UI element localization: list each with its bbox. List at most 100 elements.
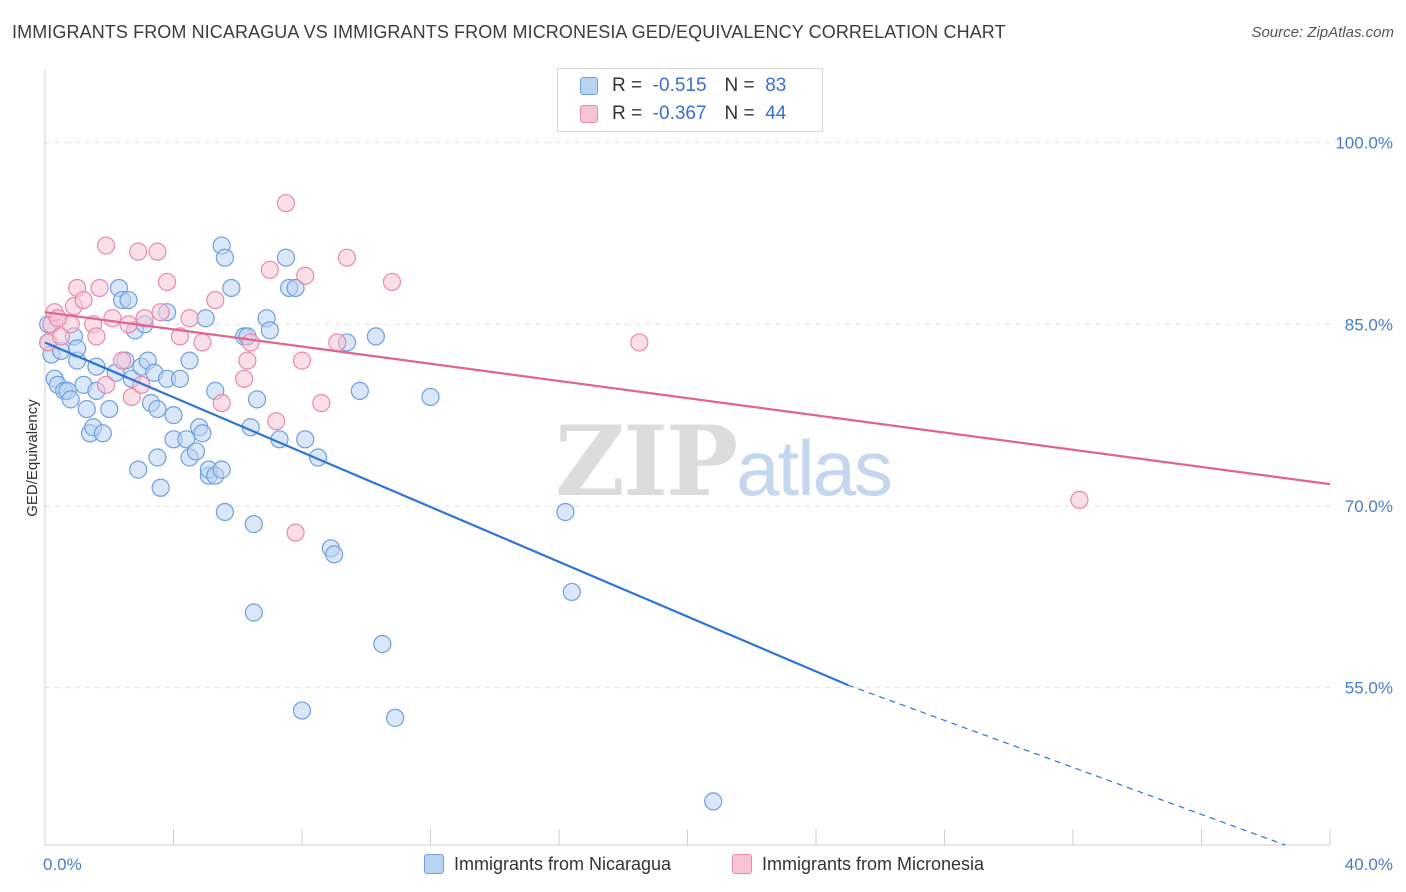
point-nicaragua: [556, 502, 575, 522]
point-nicaragua: [373, 634, 392, 654]
legend-swatch-micronesia: [580, 105, 598, 123]
point-nicaragua: [276, 248, 296, 267]
point-micronesia: [328, 333, 347, 352]
point-micronesia: [312, 393, 331, 413]
point-micronesia: [51, 327, 71, 346]
bottom-legend-swatch-nicaragua: [424, 854, 444, 874]
source-label: Source: ZipAtlas.com: [1251, 24, 1394, 41]
legend-n-label: N =: [724, 75, 755, 96]
legend-row-micronesia: R = -0.367 N = 44: [580, 101, 786, 127]
point-nicaragua: [93, 424, 112, 443]
point-nicaragua: [212, 460, 231, 479]
legend-r-value-nicaragua: -0.515: [652, 75, 707, 96]
point-nicaragua: [170, 369, 190, 388]
point-nicaragua: [77, 399, 96, 419]
point-micronesia: [129, 242, 148, 261]
point-micronesia: [193, 333, 212, 352]
point-micronesia: [337, 248, 357, 267]
point-micronesia: [276, 194, 296, 213]
point-micronesia: [286, 523, 305, 542]
point-micronesia: [292, 351, 312, 370]
point-nicaragua: [151, 478, 170, 497]
point-micronesia: [151, 303, 170, 322]
x-tick-label-min: 0.0%: [43, 855, 82, 874]
point-micronesia: [630, 333, 649, 352]
legend-n-label: N =: [724, 103, 755, 124]
legend-swatch-nicaragua: [580, 77, 598, 95]
point-micronesia: [87, 327, 106, 346]
point-nicaragua: [260, 321, 279, 340]
point-micronesia: [180, 309, 199, 328]
point-nicaragua: [244, 515, 263, 534]
y-tick-label: 70.0%: [1345, 497, 1393, 516]
point-nicaragua: [100, 399, 119, 419]
point-nicaragua: [296, 430, 315, 449]
point-nicaragua: [148, 399, 167, 419]
legend-r-label: R =: [612, 75, 643, 96]
point-nicaragua: [193, 424, 212, 443]
point-micronesia: [170, 327, 190, 346]
point-micronesia: [260, 260, 279, 279]
bottom-legend-micronesia: Immigrants from Micronesia: [732, 852, 984, 876]
trendline-extension-nicaragua: [847, 684, 1286, 846]
point-micronesia: [1070, 490, 1089, 509]
point-micronesia: [206, 290, 225, 310]
point-nicaragua: [164, 406, 183, 425]
point-micronesia: [241, 333, 260, 352]
y-tick-label: 55.0%: [1345, 679, 1393, 698]
point-micronesia: [90, 278, 109, 298]
point-nicaragua: [325, 545, 344, 564]
point-micronesia: [103, 309, 122, 328]
point-micronesia: [235, 369, 254, 388]
point-nicaragua: [196, 309, 215, 328]
point-micronesia: [135, 309, 154, 328]
legend-n-value-nicaragua: 83: [765, 75, 787, 96]
point-nicaragua: [177, 430, 196, 449]
point-nicaragua: [119, 290, 138, 310]
trendline-nicaragua: [44, 341, 849, 687]
legend-n-value-micronesia: 44: [765, 103, 787, 124]
point-micronesia: [132, 375, 151, 394]
point-nicaragua: [286, 278, 305, 298]
y-tick-label: 85.0%: [1345, 315, 1393, 334]
point-nicaragua: [292, 701, 312, 720]
point-nicaragua: [180, 351, 199, 370]
chart-title: IMMIGRANTS FROM NICARAGUA VS IMMIGRANTS …: [12, 22, 1006, 42]
point-nicaragua: [215, 248, 234, 267]
legend-row-nicaragua: R = -0.515 N = 83: [580, 73, 786, 99]
x-tick-label-max: 40.0%: [1345, 855, 1393, 874]
trendline-micronesia: [44, 311, 1331, 486]
point-nicaragua: [386, 708, 405, 727]
bottom-legend-nicaragua: Immigrants from Nicaragua: [424, 852, 671, 876]
y-tick-label: 100.0%: [1335, 134, 1393, 153]
point-micronesia: [96, 375, 116, 394]
y-axis-title: GED/Equivalency: [24, 399, 41, 517]
point-nicaragua: [129, 460, 148, 479]
point-micronesia: [238, 351, 257, 370]
point-nicaragua: [704, 792, 723, 811]
point-nicaragua: [148, 448, 167, 467]
point-micronesia: [296, 266, 315, 285]
point-nicaragua: [222, 278, 241, 298]
point-nicaragua: [215, 502, 234, 522]
legend-r-label: R =: [612, 103, 643, 124]
point-micronesia: [96, 236, 116, 255]
legend-r-value-micronesia: -0.367: [652, 103, 707, 124]
point-nicaragua: [350, 381, 369, 400]
stats-legend: R = -0.515 N = 83 R = -0.367 N = 44: [557, 68, 823, 132]
point-micronesia: [148, 242, 167, 261]
point-nicaragua: [244, 603, 263, 622]
watermark-zip: ZIP: [555, 405, 738, 518]
point-nicaragua: [186, 442, 206, 461]
point-micronesia: [212, 393, 231, 413]
watermark: ZIPatlas: [555, 405, 893, 518]
point-micronesia: [112, 351, 132, 370]
point-nicaragua: [247, 390, 267, 409]
point-micronesia: [382, 272, 402, 292]
point-nicaragua: [421, 387, 440, 407]
bottom-legend-label-nicaragua: Immigrants from Nicaragua: [454, 853, 672, 874]
point-nicaragua: [61, 390, 80, 409]
point-micronesia: [122, 387, 141, 407]
point-micronesia: [267, 412, 286, 431]
